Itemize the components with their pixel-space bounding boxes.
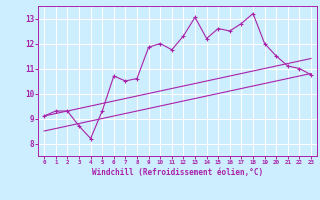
X-axis label: Windchill (Refroidissement éolien,°C): Windchill (Refroidissement éolien,°C) bbox=[92, 168, 263, 177]
